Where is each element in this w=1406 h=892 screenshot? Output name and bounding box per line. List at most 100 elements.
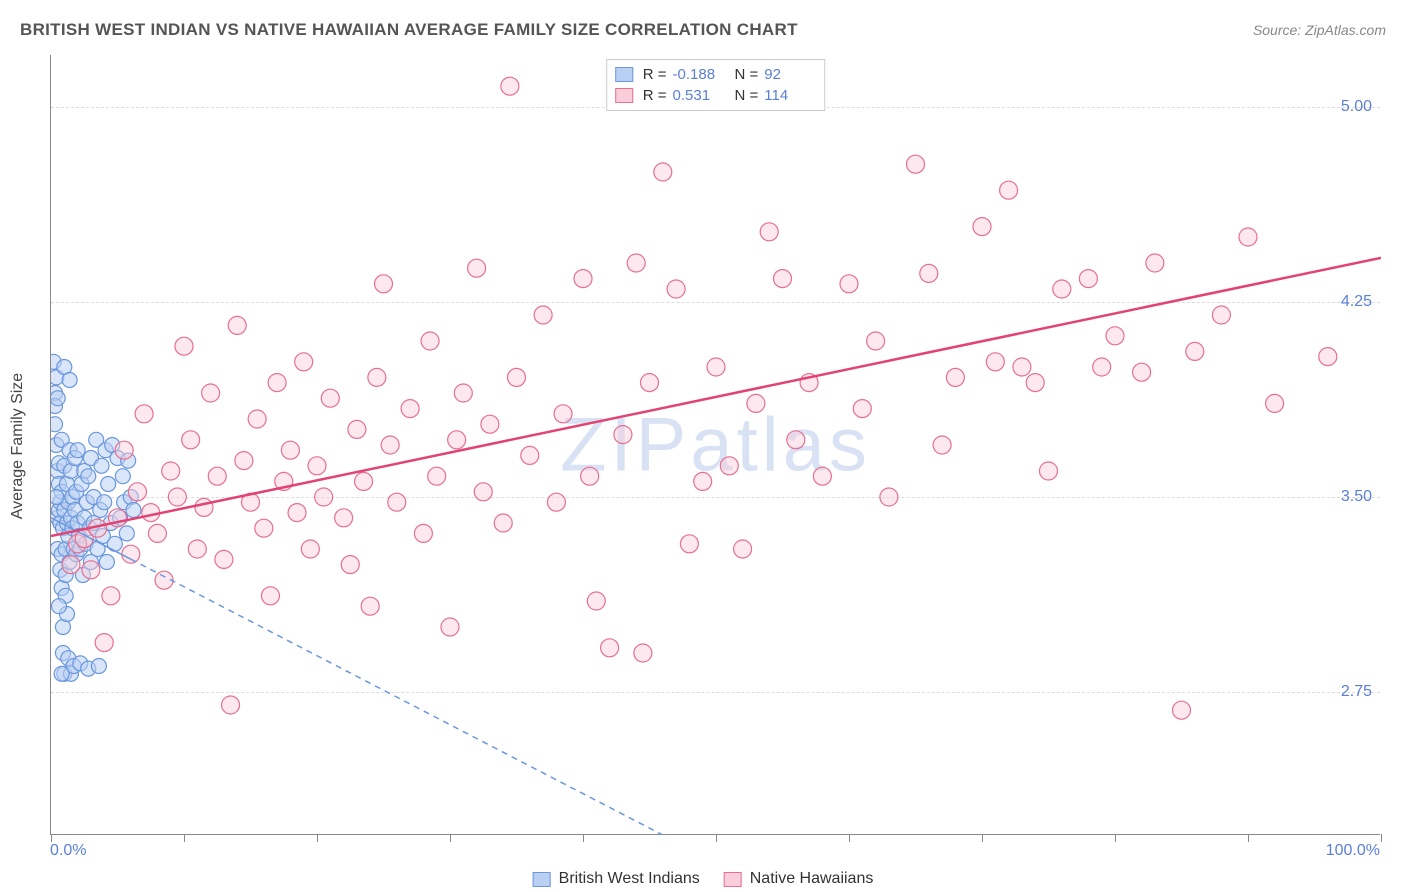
data-point [694,472,712,490]
stats-row: R =-0.188N =92 [615,64,817,85]
data-point [355,472,373,490]
data-point [454,384,472,402]
data-point [641,374,659,392]
data-point [760,223,778,241]
data-point [375,275,393,293]
x-tick [1248,834,1249,842]
data-point [115,469,130,484]
data-point [115,441,133,459]
stats-box: R =-0.188N =92R =0.531N =114 [606,59,826,111]
x-tick [51,834,52,842]
stat-n-label: N = [735,87,759,104]
data-point [182,431,200,449]
data-point [581,467,599,485]
data-point [1266,394,1284,412]
legend: British West Indians Native Hawaiians [533,870,874,888]
data-point [1319,348,1337,366]
x-tick [849,834,850,842]
data-point [202,384,220,402]
data-point [867,332,885,350]
data-point [388,493,406,511]
stat-n-value: 92 [764,66,816,83]
data-point [368,368,386,386]
data-point [920,264,938,282]
stat-r-label: R = [643,66,667,83]
data-point [587,592,605,610]
data-point [880,488,898,506]
data-point [248,410,266,428]
data-point [720,457,738,475]
data-point [228,316,246,334]
data-point [95,634,113,652]
data-point [813,467,831,485]
data-point [119,526,134,541]
plot-area: ZIPatlas 2.753.504.255.00 R =-0.188N =92… [50,55,1380,835]
data-point [554,405,572,423]
data-point [175,337,193,355]
data-point [441,618,459,636]
data-point [474,483,492,501]
data-point [335,509,353,527]
series-swatch [615,67,633,82]
data-point [634,644,652,662]
source-attribution: Source: ZipAtlas.com [1253,22,1386,38]
data-point [148,524,166,542]
chart-title: BRITISH WEST INDIAN VS NATIVE HAWAIIAN A… [20,20,798,40]
data-point [680,535,698,553]
data-point [281,441,299,459]
data-point [135,405,153,423]
data-point [168,488,186,506]
legend-item: Native Hawaiians [724,870,874,888]
data-point [946,368,964,386]
data-point [51,391,65,406]
data-point [261,587,279,605]
data-point [1053,280,1071,298]
data-point [235,452,253,470]
data-point [601,639,619,657]
data-point [401,400,419,418]
stat-r-value: -0.188 [673,66,725,83]
legend-item: British West Indians [533,870,700,888]
data-point [91,659,106,674]
data-point [986,353,1004,371]
legend-label: British West Indians [559,870,700,888]
data-point [840,275,858,293]
data-point [315,488,333,506]
x-tick [1115,834,1116,842]
data-point [295,353,313,371]
data-point [501,77,519,95]
data-point [268,374,286,392]
data-point [99,555,114,570]
series-swatch [615,88,633,103]
x-tick [450,834,451,842]
data-point [1173,701,1191,719]
data-point [1212,306,1230,324]
stats-row: R =0.531N =114 [615,85,817,106]
trend-line [51,258,1381,536]
data-point [481,415,499,433]
data-point [62,556,80,574]
source-prefix: Source: [1253,22,1305,38]
data-point [1000,181,1018,199]
data-point [128,483,146,501]
data-point [94,458,109,473]
data-point [70,443,85,458]
data-point [707,358,725,376]
data-point [1133,363,1151,381]
data-point [222,696,240,714]
data-point [627,254,645,272]
x-tick [1381,834,1382,842]
data-point [448,431,466,449]
source-name: ZipAtlas.com [1305,22,1386,38]
data-point [907,155,925,173]
data-point [122,545,140,563]
data-point [547,493,565,511]
data-point [97,495,112,510]
stat-r-label: R = [643,87,667,104]
data-point [341,556,359,574]
x-axis-left-label: 0.0% [50,842,86,860]
chart-svg [51,55,1381,835]
stat-n-value: 114 [764,87,816,104]
data-point [102,587,120,605]
legend-swatch [533,872,551,887]
